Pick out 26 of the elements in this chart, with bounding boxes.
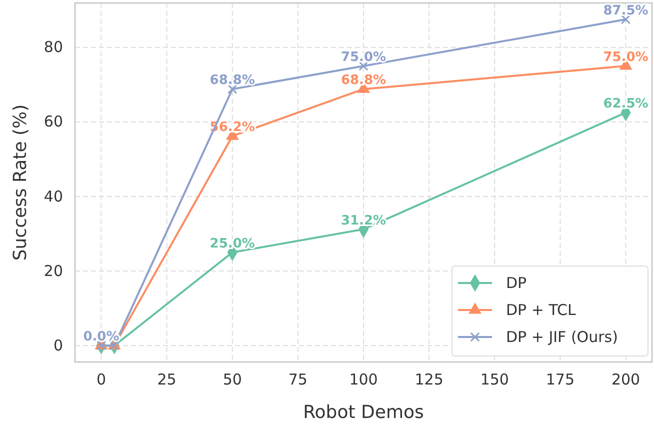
data-label: 62.5% (603, 96, 648, 112)
x-tick-label: 125 (414, 370, 444, 389)
data-label: 25.0% (210, 236, 255, 252)
y-tick-label: 40 (44, 187, 63, 206)
y-tick-label: 20 (44, 262, 63, 280)
x-tick-label: 25 (157, 370, 176, 389)
legend-label: DP + JIF (Ours) (506, 328, 618, 346)
x-tick-label: 50 (222, 370, 242, 389)
x-axis-title: Robot Demos (303, 402, 424, 423)
x-tick-label: 0 (96, 370, 106, 389)
legend-label: DP + TCL (506, 301, 576, 319)
y-tick-label: 60 (44, 112, 63, 131)
data-label: 68.8% (340, 73, 386, 88)
x-tick-label: 175 (546, 370, 575, 389)
data-label: 75.0% (340, 50, 386, 65)
y-tick-label: 80 (44, 38, 63, 56)
x-tick-label: 75 (288, 370, 308, 389)
data-label: 87.5% (603, 3, 648, 18)
x-tick-label: 150 (480, 370, 509, 389)
data-label: 75.0% (603, 50, 648, 65)
x-tick-label: 100 (349, 370, 378, 389)
x-tick-label: 200 (611, 370, 640, 389)
legend-label: DP (506, 274, 527, 292)
y-tick-label: 0 (53, 336, 63, 354)
data-label: 68.8% (210, 73, 255, 88)
y-axis-title: Success Rate (%) (10, 104, 31, 261)
